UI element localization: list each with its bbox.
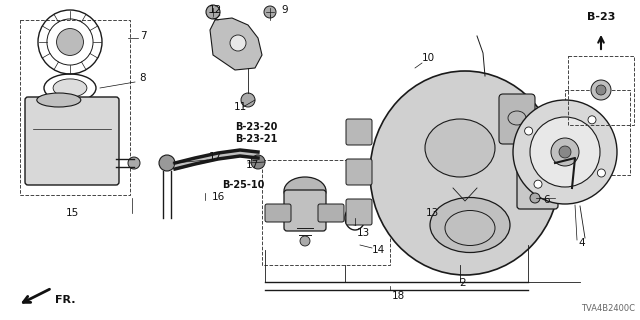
Text: 9: 9 bbox=[282, 5, 288, 15]
Circle shape bbox=[534, 180, 542, 188]
Text: 13: 13 bbox=[426, 208, 438, 218]
Circle shape bbox=[596, 85, 606, 95]
Text: TVA4B2400C: TVA4B2400C bbox=[581, 304, 635, 313]
FancyBboxPatch shape bbox=[346, 119, 372, 145]
Text: 11: 11 bbox=[234, 102, 246, 112]
Circle shape bbox=[597, 169, 605, 177]
Text: 8: 8 bbox=[140, 73, 147, 83]
Circle shape bbox=[591, 80, 611, 100]
FancyBboxPatch shape bbox=[284, 190, 326, 231]
Circle shape bbox=[530, 193, 540, 203]
Circle shape bbox=[559, 146, 571, 158]
Ellipse shape bbox=[36, 93, 81, 107]
FancyBboxPatch shape bbox=[499, 94, 535, 144]
Ellipse shape bbox=[425, 119, 495, 177]
Text: 18: 18 bbox=[392, 291, 404, 301]
Text: 16: 16 bbox=[211, 192, 225, 202]
Circle shape bbox=[159, 155, 175, 171]
Circle shape bbox=[128, 157, 140, 169]
Circle shape bbox=[547, 188, 557, 198]
Circle shape bbox=[300, 236, 310, 246]
Ellipse shape bbox=[430, 197, 510, 252]
Ellipse shape bbox=[284, 177, 326, 205]
Circle shape bbox=[230, 35, 246, 51]
Text: B-23: B-23 bbox=[587, 12, 615, 22]
Circle shape bbox=[241, 93, 255, 107]
Text: B-25-10: B-25-10 bbox=[222, 180, 264, 190]
Text: 2: 2 bbox=[460, 278, 467, 288]
FancyBboxPatch shape bbox=[318, 204, 344, 222]
Circle shape bbox=[206, 5, 220, 19]
Text: 6: 6 bbox=[544, 195, 550, 205]
FancyBboxPatch shape bbox=[517, 135, 558, 209]
Ellipse shape bbox=[370, 71, 560, 275]
Text: 14: 14 bbox=[371, 245, 385, 255]
Text: 10: 10 bbox=[421, 53, 435, 63]
Text: 15: 15 bbox=[65, 208, 79, 218]
Text: 4: 4 bbox=[579, 238, 586, 248]
Text: 7: 7 bbox=[140, 31, 147, 41]
Circle shape bbox=[588, 116, 596, 124]
Text: 17: 17 bbox=[209, 152, 221, 162]
FancyBboxPatch shape bbox=[346, 199, 372, 225]
FancyBboxPatch shape bbox=[265, 204, 291, 222]
Circle shape bbox=[525, 127, 532, 135]
FancyBboxPatch shape bbox=[346, 159, 372, 185]
Text: FR.: FR. bbox=[55, 295, 76, 305]
Text: B-23-21: B-23-21 bbox=[235, 134, 277, 144]
Circle shape bbox=[264, 6, 276, 18]
Text: 12: 12 bbox=[209, 5, 221, 15]
Circle shape bbox=[56, 28, 83, 55]
Polygon shape bbox=[210, 18, 262, 70]
Circle shape bbox=[513, 100, 617, 204]
Circle shape bbox=[530, 117, 600, 187]
FancyBboxPatch shape bbox=[25, 97, 119, 185]
Ellipse shape bbox=[53, 79, 87, 97]
Circle shape bbox=[251, 155, 265, 169]
Circle shape bbox=[551, 138, 579, 166]
Text: 17: 17 bbox=[245, 160, 259, 170]
Text: B-23-20: B-23-20 bbox=[235, 122, 277, 132]
Text: 13: 13 bbox=[356, 228, 370, 238]
